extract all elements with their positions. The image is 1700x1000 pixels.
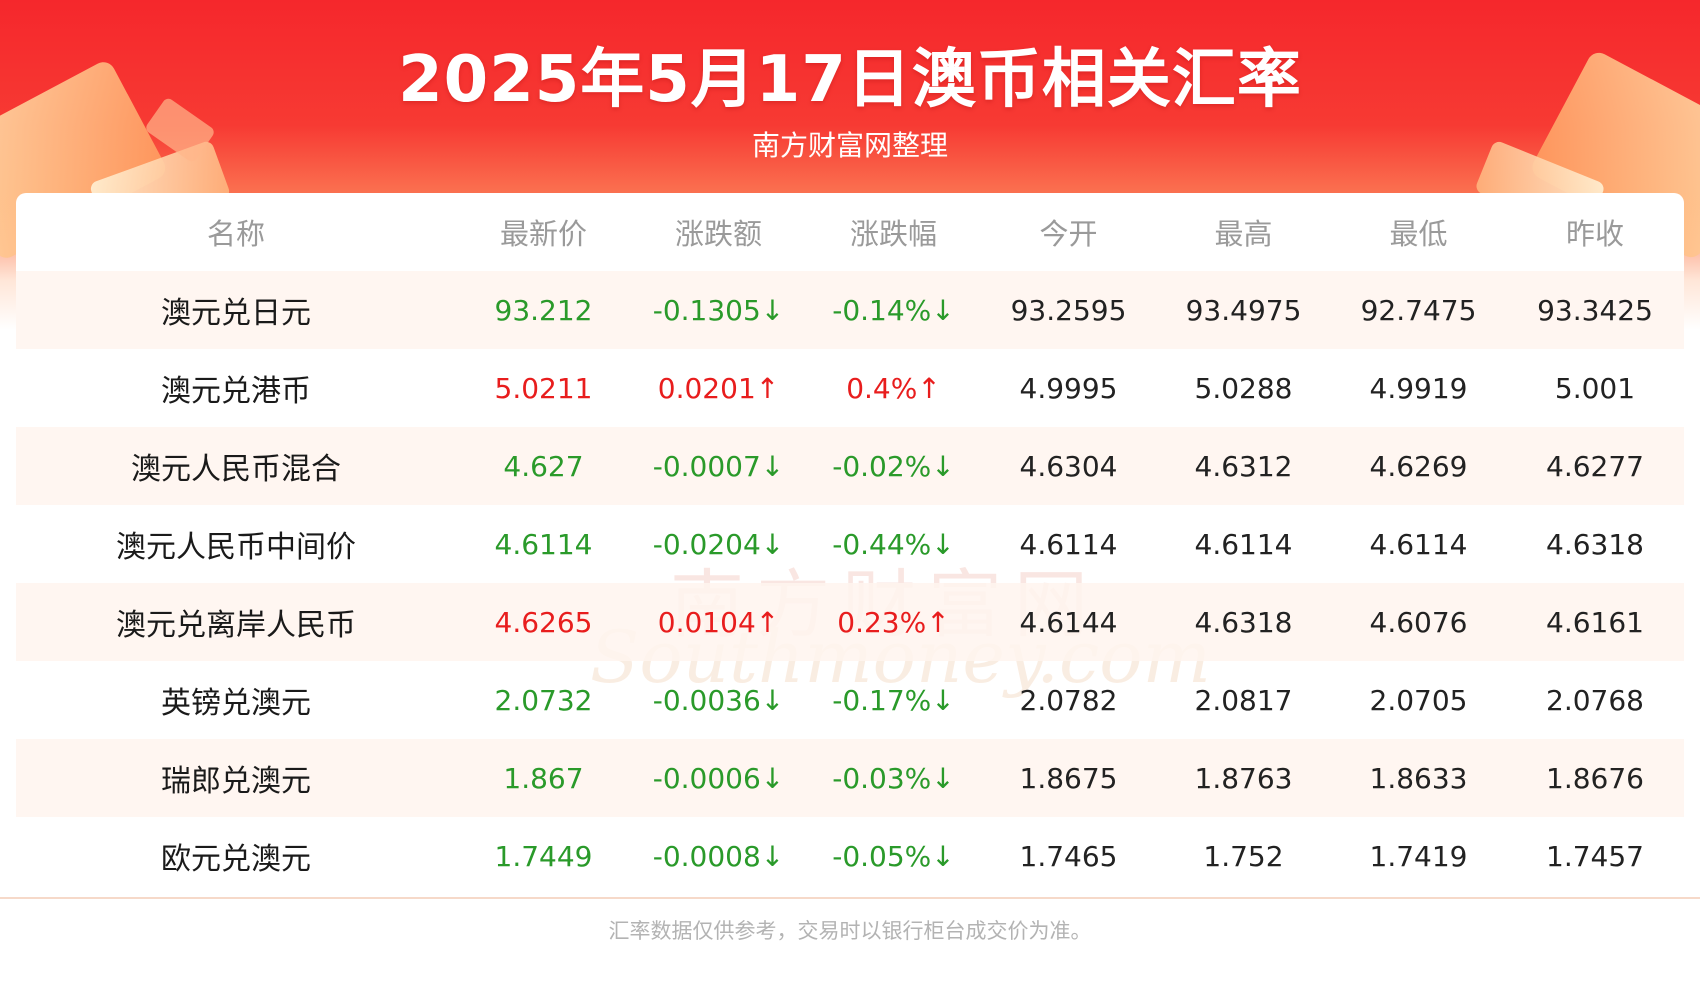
cell-change-pct: -0.02%↓	[806, 427, 981, 505]
cell-prev-close: 1.7457	[1546, 839, 1644, 873]
cell-low: 4.6269	[1331, 427, 1506, 505]
cell-name: 澳元兑日元	[16, 271, 456, 349]
table-header-row: 名称 最新价 涨跌额 涨跌幅 今开 最高 最低 昨收	[16, 193, 1684, 271]
table-row: 瑞郎兑澳元 1.867 -0.0006↓ -0.03%↓ 1.8675 1.87…	[16, 739, 1684, 817]
column-header-high: 最高	[1214, 217, 1273, 251]
cell-change-pct: -0.03%↓	[806, 739, 981, 817]
cell-prev-close: 4.6161	[1506, 583, 1684, 661]
column-header-change-pct: 涨跌幅	[849, 217, 937, 251]
cell-latest: 2.0732	[494, 683, 593, 717]
cell-change-pct: -0.05%↓	[832, 839, 955, 873]
cell-change-pct: 0.4%↑	[846, 371, 941, 405]
cell-latest: 4.6265	[456, 583, 631, 661]
cell-name: 澳元兑港币	[161, 374, 311, 409]
footer-divider	[0, 897, 1700, 899]
cell-open: 4.9995	[1019, 371, 1118, 405]
cell-change: -0.0036↓	[652, 683, 785, 717]
column-header-change: 涨跌额	[674, 217, 762, 251]
table-row: 澳元人民币中间价 4.6114 -0.0204↓ -0.44%↓ 4.6114 …	[16, 505, 1684, 583]
column-header-latest: 最新价	[499, 217, 587, 251]
cell-change: -0.0008↓	[652, 839, 785, 873]
cell-name: 英镑兑澳元	[161, 686, 311, 721]
cell-low: 1.7419	[1369, 839, 1468, 873]
cell-low: 92.7475	[1331, 271, 1506, 349]
column-header-open: 今开	[1039, 217, 1098, 251]
cell-change: -0.0006↓	[631, 739, 806, 817]
cell-latest: 4.6114	[494, 527, 593, 561]
cell-high: 2.0817	[1194, 683, 1293, 717]
cell-open: 93.2595	[981, 271, 1156, 349]
cell-change: 0.0104↑	[631, 583, 806, 661]
cell-change-pct: -0.44%↓	[832, 527, 955, 561]
cell-latest: 93.212	[456, 271, 631, 349]
cell-name: 澳元人民币混合	[16, 427, 456, 505]
cell-high: 5.0288	[1194, 371, 1293, 405]
cell-high: 4.6114	[1194, 527, 1293, 561]
cell-high: 93.4975	[1156, 271, 1331, 349]
cell-latest: 1.867	[456, 739, 631, 817]
column-header-low: 最低	[1389, 217, 1448, 251]
cell-low: 1.8633	[1331, 739, 1506, 817]
cell-high: 1.752	[1203, 839, 1284, 873]
cell-prev-close: 1.8676	[1506, 739, 1684, 817]
cell-open: 4.6304	[981, 427, 1156, 505]
cell-change: 0.0201↑	[657, 371, 780, 405]
cell-low: 4.6076	[1331, 583, 1506, 661]
cell-latest: 5.0211	[494, 371, 593, 405]
cell-name: 欧元兑澳元	[161, 842, 311, 877]
cell-low: 4.6114	[1369, 527, 1468, 561]
cell-prev-close: 93.3425	[1506, 271, 1684, 349]
cell-prev-close: 5.001	[1554, 371, 1636, 405]
footer-disclaimer: 汇率数据仅供参考，交易时以银行柜台成交价为准。	[608, 919, 1092, 943]
table-row: 澳元兑港币 5.0211 0.0201↑ 0.4%↑ 4.9995 5.0288…	[16, 349, 1684, 427]
cell-latest: 4.627	[456, 427, 631, 505]
page-subtitle: 南方财富网整理	[751, 129, 948, 162]
cell-name: 澳元兑离岸人民币	[16, 583, 456, 661]
column-header-prev-close: 昨收	[1565, 217, 1624, 251]
cell-open: 2.0782	[1019, 683, 1118, 717]
table-row: 澳元兑日元 93.212 -0.1305↓ -0.14%↓ 93.2595 93…	[16, 271, 1684, 349]
cell-high: 4.6318	[1156, 583, 1331, 661]
column-header-name: 名称	[206, 217, 265, 251]
cell-name: 澳元人民币中间价	[116, 530, 356, 565]
table-row: 欧元兑澳元 1.7449 -0.0008↓ -0.05%↓ 1.7465 1.7…	[16, 817, 1684, 895]
cell-change: -0.0204↓	[652, 527, 785, 561]
cell-latest: 1.7449	[494, 839, 593, 873]
table-row: 澳元兑离岸人民币 4.6265 0.0104↑ 0.23%↑ 4.6144 4.…	[16, 583, 1684, 661]
cell-name: 瑞郎兑澳元	[16, 739, 456, 817]
table-row: 澳元人民币混合 4.627 -0.0007↓ -0.02%↓ 4.6304 4.…	[16, 427, 1684, 505]
cell-change-pct: -0.14%↓	[806, 271, 981, 349]
cell-change-pct: -0.17%↓	[832, 683, 955, 717]
cell-low: 4.9919	[1369, 371, 1468, 405]
cell-open: 4.6144	[981, 583, 1156, 661]
exchange-rate-table: 名称 最新价 涨跌额 涨跌幅 今开 最高 最低 昨收 澳元兑日元 93.212 …	[16, 193, 1684, 895]
cell-prev-close: 4.6318	[1546, 527, 1644, 561]
cell-low: 2.0705	[1369, 683, 1468, 717]
cell-open: 1.8675	[981, 739, 1156, 817]
table-row: 英镑兑澳元 2.0732 -0.0036↓ -0.17%↓ 2.0782 2.0…	[16, 661, 1684, 739]
cell-prev-close: 2.0768	[1546, 683, 1644, 717]
cell-open: 1.7465	[1019, 839, 1118, 873]
cell-prev-close: 4.6277	[1506, 427, 1684, 505]
cell-high: 1.8763	[1156, 739, 1331, 817]
cell-change-pct: 0.23%↑	[806, 583, 981, 661]
page-title: 2025年5月17日澳币相关汇率	[398, 43, 1302, 117]
cell-change: -0.0007↓	[631, 427, 806, 505]
cell-open: 4.6114	[1019, 527, 1118, 561]
cell-change: -0.1305↓	[631, 271, 806, 349]
cell-high: 4.6312	[1156, 427, 1331, 505]
